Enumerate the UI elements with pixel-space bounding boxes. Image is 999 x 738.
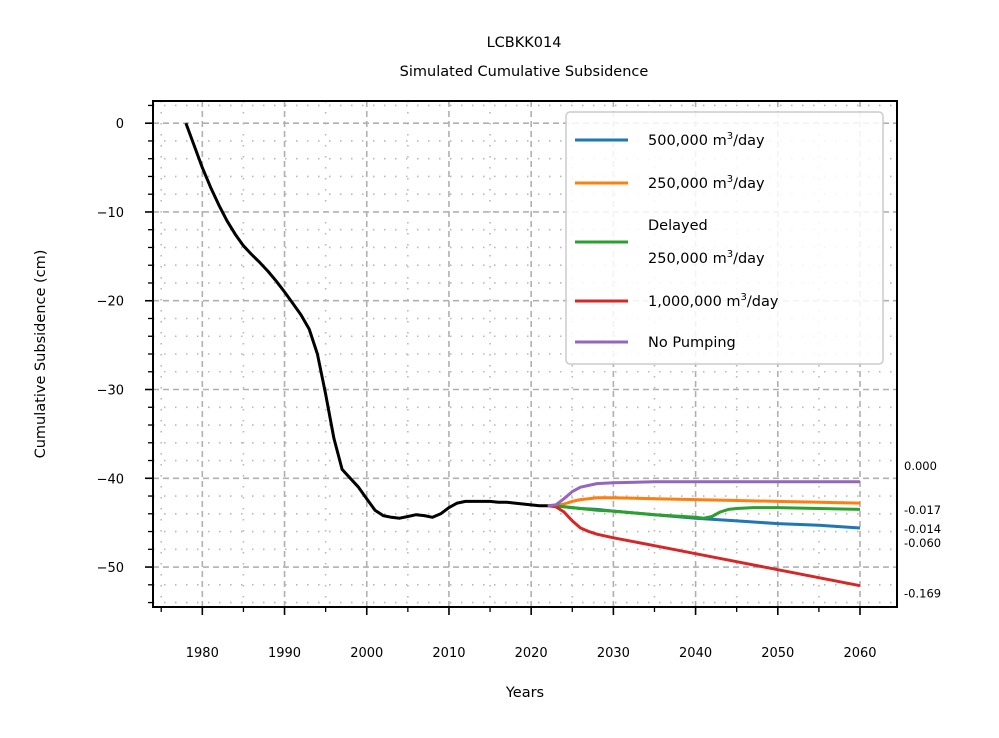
series-line (547, 480, 860, 508)
plot-area (184, 122, 861, 588)
end-annotation: -0.014 (904, 522, 941, 536)
x-tick-label: 2000 (350, 646, 383, 661)
legend-label: Delayed (648, 218, 708, 234)
y-tick-label: −50 (97, 561, 124, 576)
series-line (547, 496, 861, 508)
legend: 500,000 m3/day 250,000 m3/day Delayed 250,0… (565, 111, 884, 365)
y-axis-label: Cumulative Subsidence (cm) (33, 250, 49, 459)
x-tick-label: 2060 (843, 646, 876, 661)
legend-label: 500,000 m3/day (648, 131, 765, 149)
series-line (547, 504, 861, 520)
legend-label: No Pumping (648, 335, 736, 351)
legend-label: 1,000,000 m3/day (648, 292, 779, 310)
legend-label: 250,000 m3/day (648, 174, 765, 192)
x-tick-label: 2050 (761, 646, 794, 661)
chart-title: LCBKK014 (487, 35, 562, 51)
end-annotation: -0.060 (904, 536, 941, 550)
chart-subtitle: Simulated Cumulative Subsidence (400, 64, 649, 80)
x-tick-label: 1990 (268, 646, 301, 661)
y-tick-label: −20 (97, 295, 124, 310)
end-annotation: 0.000 (904, 459, 937, 473)
end-annotation: -0.169 (904, 587, 941, 601)
x-axis-label: Years (505, 685, 544, 701)
y-tick-label: −10 (97, 206, 124, 221)
x-tick-label: 2040 (679, 646, 712, 661)
x-tick-label: 1980 (186, 646, 219, 661)
end-annotation: -0.017 (904, 503, 941, 517)
x-tick-label: 2020 (515, 646, 548, 661)
end-annotations: 0.000 -0.017 -0.014-0.060 -0.169 (904, 459, 941, 601)
observed-line (184, 122, 548, 520)
y-tick-label: −30 (97, 384, 124, 399)
x-tick-label: 2010 (432, 646, 465, 661)
y-tick-label: −40 (97, 472, 124, 487)
x-tick-label: 2030 (597, 646, 630, 661)
axis-ticks: 0 −10 −20 −30 −40 −50 1980 1990 2000 2010 2020 2030… (97, 104, 877, 661)
legend-box (565, 111, 884, 365)
legend-label: 250,000 m3/day (648, 249, 765, 267)
series-line (547, 504, 861, 588)
y-tick-label: 0 (116, 117, 124, 132)
